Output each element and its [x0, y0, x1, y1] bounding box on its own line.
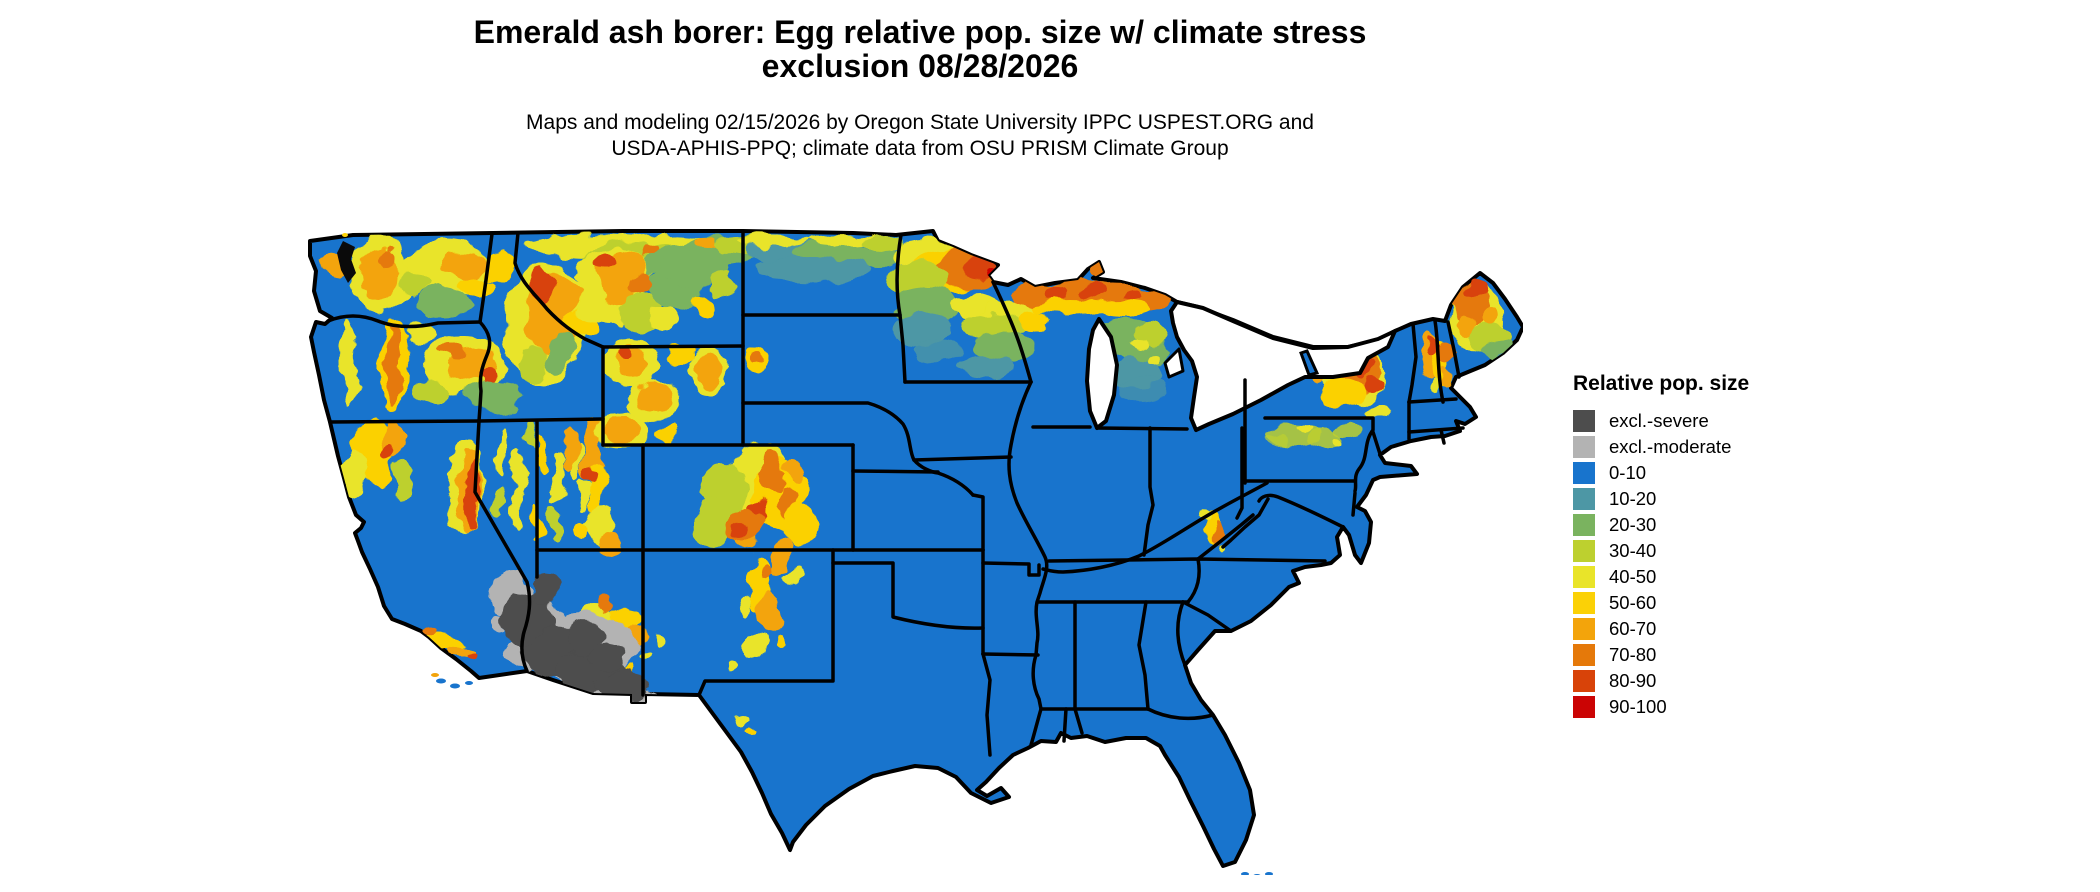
- legend-label: excl.-moderate: [1609, 436, 1732, 457]
- legend-label: 50-60: [1609, 592, 1657, 613]
- legend-swatch: [1573, 566, 1595, 588]
- header: Emerald ash borer: Egg relative pop. siz…: [0, 14, 1840, 163]
- legend-item: excl.-moderate: [1573, 436, 1749, 458]
- legend-item: 20-30: [1573, 514, 1749, 536]
- legend-swatch: [1573, 514, 1595, 536]
- legend-swatch: [1573, 436, 1595, 458]
- lake-huron-erie-ontario: [1169, 300, 1397, 432]
- puget-dot: [342, 233, 348, 237]
- legend-label: excl.-severe: [1609, 410, 1709, 431]
- legend-item: 0-10: [1573, 462, 1749, 484]
- legend-swatch: [1573, 644, 1595, 666]
- legend-swatch: [1573, 592, 1595, 614]
- legend-item: excl.-severe: [1573, 410, 1749, 432]
- map-title: Emerald ash borer: Egg relative pop. siz…: [473, 14, 1367, 84]
- legend-item: 50-60: [1573, 592, 1749, 614]
- heat-overlay-east: [1202, 282, 1517, 552]
- legend-swatch: [1573, 462, 1595, 484]
- legend-item: 30-40: [1573, 540, 1749, 562]
- legend-item: 80-90: [1573, 670, 1749, 692]
- legend-swatch: [1573, 488, 1595, 510]
- map-subtitle: Maps and modeling 02/15/2026 by Oregon S…: [526, 110, 1314, 161]
- legend-label: 80-90: [1609, 670, 1657, 691]
- legend-item: 90-100: [1573, 696, 1749, 718]
- legend: Relative pop. size excl.-severe excl.-mod…: [1573, 372, 1749, 722]
- legend-swatch: [1573, 410, 1595, 432]
- offshore-islands: [431, 673, 1273, 875]
- legend-item: 40-50: [1573, 566, 1749, 588]
- legend-label: 40-50: [1609, 566, 1657, 587]
- legend-swatch: [1573, 670, 1595, 692]
- legend-label: 70-80: [1609, 644, 1657, 665]
- legend-item: 10-20: [1573, 488, 1749, 510]
- saginaw-bay: [1163, 347, 1185, 379]
- legend-label: 20-30: [1609, 514, 1657, 535]
- legend-label: 0-10: [1609, 462, 1647, 483]
- legend-swatch: [1573, 618, 1595, 640]
- legend-label: 30-40: [1609, 540, 1657, 561]
- legend-swatch: [1573, 696, 1595, 718]
- puget-sound: [337, 241, 356, 283]
- legend-item: 70-80: [1573, 644, 1749, 666]
- us-map: [293, 225, 1523, 875]
- niagara-strip: [1299, 349, 1320, 377]
- legend-item: 60-70: [1573, 618, 1749, 640]
- legend-label: 10-20: [1609, 488, 1657, 509]
- legend-rows: excl.-severe excl.-moderate 0-10 10-20 20-30…: [1573, 410, 1749, 718]
- legend-label: 60-70: [1609, 618, 1657, 639]
- legend-title: Relative pop. size: [1573, 372, 1750, 395]
- legend-label: 90-100: [1609, 696, 1667, 717]
- legend-swatch: [1573, 540, 1595, 562]
- state-borders: [326, 231, 1465, 757]
- us-map-svg: [308, 229, 1523, 875]
